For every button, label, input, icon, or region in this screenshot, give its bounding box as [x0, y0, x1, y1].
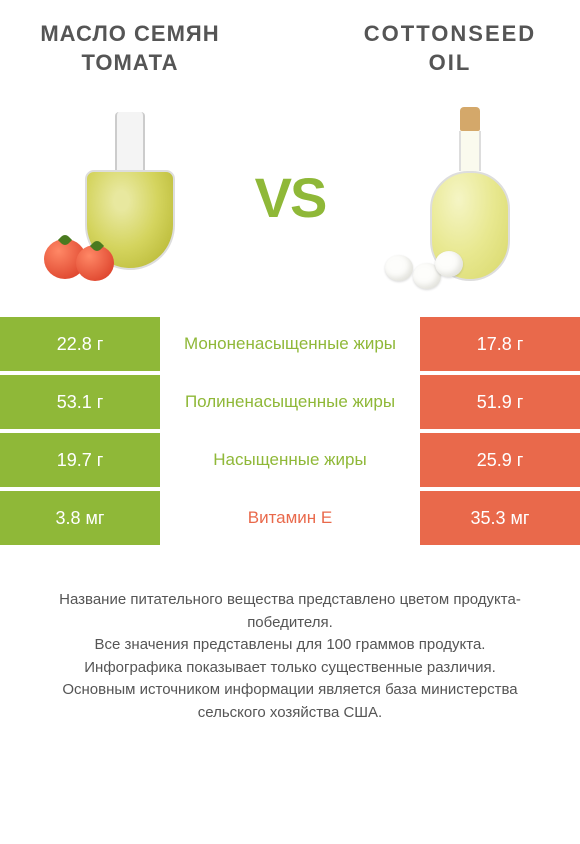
footer-line: Основным источником информации является … — [30, 679, 550, 724]
comparison-row: 3.8 мгВитамин E35.3 мг — [0, 491, 580, 545]
footer-line: Все значения представлены для 100 граммо… — [30, 634, 550, 657]
tomato-icon — [40, 217, 120, 287]
nutrient-label: Витамин E — [160, 491, 420, 545]
product-title-left: МАСЛО СЕМЯН ТОМАТА — [30, 20, 230, 77]
comparison-row: 53.1 гПолиненасыщенные жиры51.9 г — [0, 375, 580, 429]
product-image-right — [380, 97, 540, 297]
value-left: 3.8 мг — [0, 491, 160, 545]
product-title-right: COTTONSEED OIL — [350, 20, 550, 77]
value-right: 35.3 мг — [420, 491, 580, 545]
value-right: 51.9 г — [420, 375, 580, 429]
product-images-row: VS — [0, 87, 580, 317]
footer-notes: Название питательного вещества представл… — [0, 549, 580, 744]
header: МАСЛО СЕМЯН ТОМАТА COTTONSEED OIL — [0, 0, 580, 87]
nutrient-label: Мононенасыщенные жиры — [160, 317, 420, 371]
footer-line: Название питательного вещества представл… — [30, 589, 550, 634]
comparison-row: 22.8 гМононенасыщенные жиры17.8 г — [0, 317, 580, 371]
vs-label: VS — [255, 165, 326, 230]
comparison-row: 19.7 гНасыщенные жиры25.9 г — [0, 433, 580, 487]
value-left: 22.8 г — [0, 317, 160, 371]
value-right: 17.8 г — [420, 317, 580, 371]
footer-line: Инфографика показывает только существенн… — [30, 657, 550, 680]
value-left: 53.1 г — [0, 375, 160, 429]
cotton-icon — [385, 237, 465, 292]
nutrient-label: Полиненасыщенные жиры — [160, 375, 420, 429]
comparison-table: 22.8 гМононенасыщенные жиры17.8 г53.1 гП… — [0, 317, 580, 545]
nutrient-label: Насыщенные жиры — [160, 433, 420, 487]
product-image-left — [40, 97, 200, 297]
value-left: 19.7 г — [0, 433, 160, 487]
value-right: 25.9 г — [420, 433, 580, 487]
